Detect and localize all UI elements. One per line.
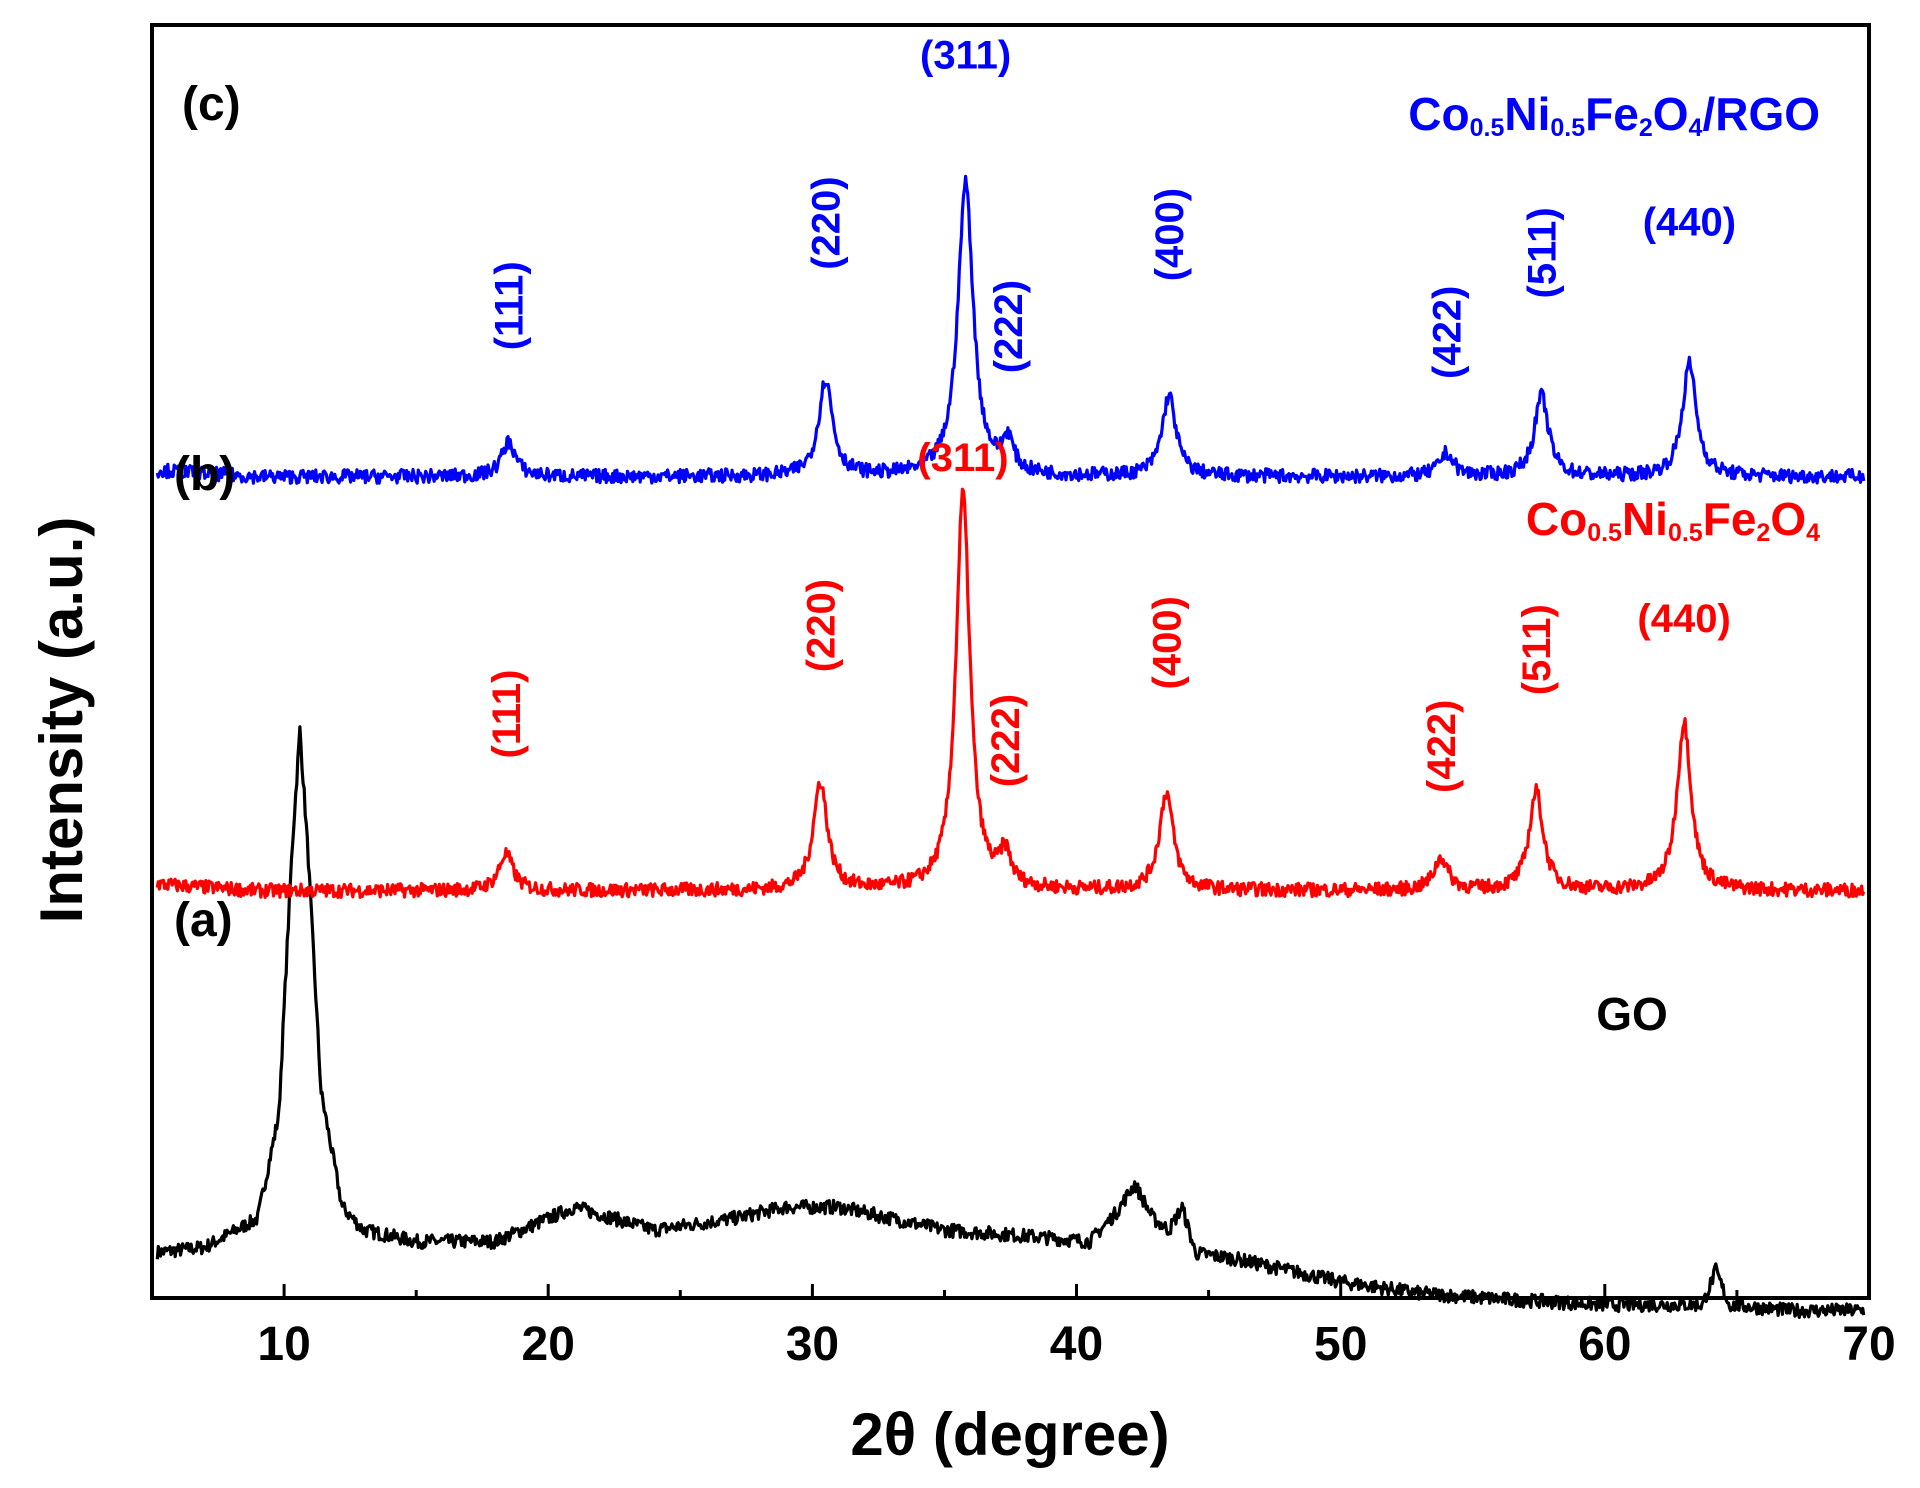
peak-label-b: (400)	[1145, 596, 1189, 689]
peak-label-b: (311)	[917, 436, 1008, 480]
x-tick-label: 10	[257, 1318, 310, 1371]
x-axis-title: 2θ (degree)	[850, 1401, 1169, 1468]
peak-label-b: (511)	[1515, 604, 1559, 695]
x-tick-label: 60	[1578, 1318, 1631, 1371]
peak-label-b: (440)	[1637, 597, 1730, 641]
annotation-layer: (111) (220) (311) (222) (400) (422) (511) (440)…	[174, 34, 1820, 1041]
plot-frame	[150, 23, 1871, 1300]
panel-label-b: (b)	[174, 448, 235, 501]
peak-label-c: (111)	[488, 261, 532, 350]
peak-label-c: (400)	[1148, 188, 1192, 281]
x-axis: 10 20 30 40 50 60 70	[150, 1284, 1896, 1371]
x-tick-label: 20	[522, 1318, 575, 1371]
series-line-a	[155, 725, 1866, 1320]
x-tick-label: 30	[786, 1318, 839, 1371]
series-line-c	[155, 174, 1866, 485]
series-line-b	[155, 487, 1866, 900]
peak-label-c: (222)	[987, 280, 1031, 373]
peak-label-c: (440)	[1643, 200, 1736, 244]
panel-label-a: (a)	[174, 894, 233, 947]
peak-label-c: (311)	[920, 34, 1011, 78]
series-name-b: Co0.5Ni0.5Fe2O4	[1526, 493, 1820, 547]
peak-label-b: (220)	[799, 579, 843, 672]
y-axis-title: Intensity (a.u.)	[28, 517, 95, 924]
series-name-a: GO	[1596, 988, 1668, 1040]
x-tick-label: 70	[1842, 1318, 1895, 1371]
peak-label-c: (511)	[1520, 207, 1564, 298]
series-layer	[155, 174, 1866, 1320]
peak-label-c: (220)	[805, 176, 849, 269]
peak-label-c: (422)	[1425, 286, 1469, 379]
peak-label-b: (422)	[1420, 700, 1464, 793]
peak-label-b: (222)	[984, 694, 1028, 787]
panel-label-c: (c)	[182, 78, 241, 131]
x-tick-label: 40	[1050, 1318, 1103, 1371]
series-name-c: Co0.5Ni0.5Fe2O4/RGO	[1408, 88, 1820, 142]
x-tick-label: 50	[1314, 1318, 1367, 1371]
peak-label-b: (111)	[485, 670, 529, 759]
